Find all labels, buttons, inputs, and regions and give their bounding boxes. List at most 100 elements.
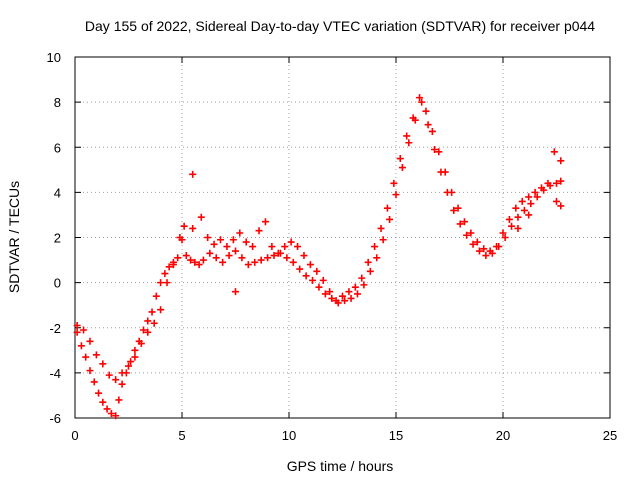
data-point: [390, 179, 398, 187]
data-point: [512, 204, 520, 212]
data-point: [99, 398, 107, 406]
data-point: [73, 328, 81, 336]
data-point: [210, 240, 218, 248]
data-point: [144, 317, 152, 325]
data-point: [347, 294, 355, 302]
series-p044-upper-branch: [73, 94, 565, 384]
data-point: [229, 236, 237, 244]
data-point: [112, 376, 120, 384]
data-point: [544, 179, 552, 187]
data-point: [456, 220, 464, 228]
data-point: [86, 367, 94, 375]
data-point: [219, 258, 227, 266]
data-point: [274, 249, 282, 257]
data-point: [364, 258, 372, 266]
data-point: [518, 197, 526, 205]
data-point: [232, 247, 239, 255]
data-point: [294, 243, 302, 251]
data-point: [553, 179, 560, 187]
data-point: [499, 229, 507, 237]
data-point: [189, 170, 197, 178]
y-tick-label: -2: [49, 321, 61, 336]
data-point: [131, 346, 139, 354]
data-point: [306, 261, 314, 269]
data-point: [144, 328, 152, 336]
data-point: [80, 326, 88, 334]
y-tick-label: 6: [54, 140, 61, 155]
data-point: [195, 261, 203, 269]
data-point: [508, 222, 516, 230]
data-point: [418, 98, 426, 106]
data-point: [232, 288, 239, 296]
data-point: [486, 247, 494, 255]
data-point: [475, 247, 483, 255]
data-point: [296, 265, 304, 273]
data-point: [467, 229, 475, 237]
data-point: [428, 127, 436, 135]
data-point: [403, 132, 411, 140]
data-point: [360, 281, 368, 289]
data-point: [358, 274, 366, 282]
data-point: [463, 231, 471, 239]
data-point: [115, 396, 123, 404]
data-point: [341, 297, 349, 305]
data-point: [182, 252, 190, 260]
data-point: [283, 254, 291, 262]
data-point: [366, 267, 374, 275]
data-point: [525, 211, 533, 219]
data-point: [398, 164, 406, 172]
data-point: [409, 114, 417, 122]
data-point: [371, 243, 379, 251]
data-point: [255, 227, 263, 235]
data-point: [169, 261, 177, 269]
x-tick-label: 0: [71, 428, 78, 443]
data-point: [424, 121, 432, 129]
x-tick-label: 10: [282, 428, 296, 443]
data-point: [493, 243, 501, 251]
data-point: [270, 252, 278, 260]
data-point: [131, 353, 139, 361]
data-point: [328, 294, 336, 302]
data-point: [82, 353, 90, 361]
axis-ticks: 0 5 10 15 20 25 -6 -4 -2 0 2 4 6 8 10: [47, 50, 618, 443]
data-point: [321, 290, 329, 298]
data-point: [251, 258, 259, 266]
data-point: [95, 389, 103, 397]
data-point: [165, 263, 173, 271]
data-point: [386, 215, 394, 223]
data-point: [125, 362, 132, 370]
data-point: [520, 206, 528, 214]
data-point: [86, 337, 94, 345]
data-point: [319, 276, 327, 284]
data-point: [557, 177, 565, 185]
data-point: [127, 358, 135, 366]
x-tick-label: 5: [178, 428, 185, 443]
data-point: [217, 236, 225, 244]
y-tick-label: 8: [54, 95, 61, 110]
data-point: [553, 197, 560, 205]
data-point: [531, 188, 539, 196]
data-point: [396, 155, 404, 163]
y-tick-label: 4: [54, 185, 61, 200]
x-tick-label: 15: [389, 428, 403, 443]
data-point: [373, 254, 381, 262]
data-point: [180, 222, 188, 230]
data-point: [223, 243, 231, 251]
data-point: [351, 283, 359, 291]
data-point: [514, 224, 522, 232]
data-point: [92, 351, 100, 359]
data-point: [257, 256, 265, 264]
y-tick-label: -4: [49, 366, 61, 381]
data-point: [152, 292, 160, 300]
y-axis-label: SDTVAR / TECUs: [6, 181, 22, 293]
data-point: [103, 405, 111, 413]
data-point: [525, 193, 533, 201]
data-point: [242, 238, 250, 246]
data-point: [197, 213, 205, 221]
data-point: [377, 224, 385, 232]
data-point: [206, 249, 214, 257]
data-point: [191, 258, 199, 266]
data-point: [482, 252, 490, 260]
